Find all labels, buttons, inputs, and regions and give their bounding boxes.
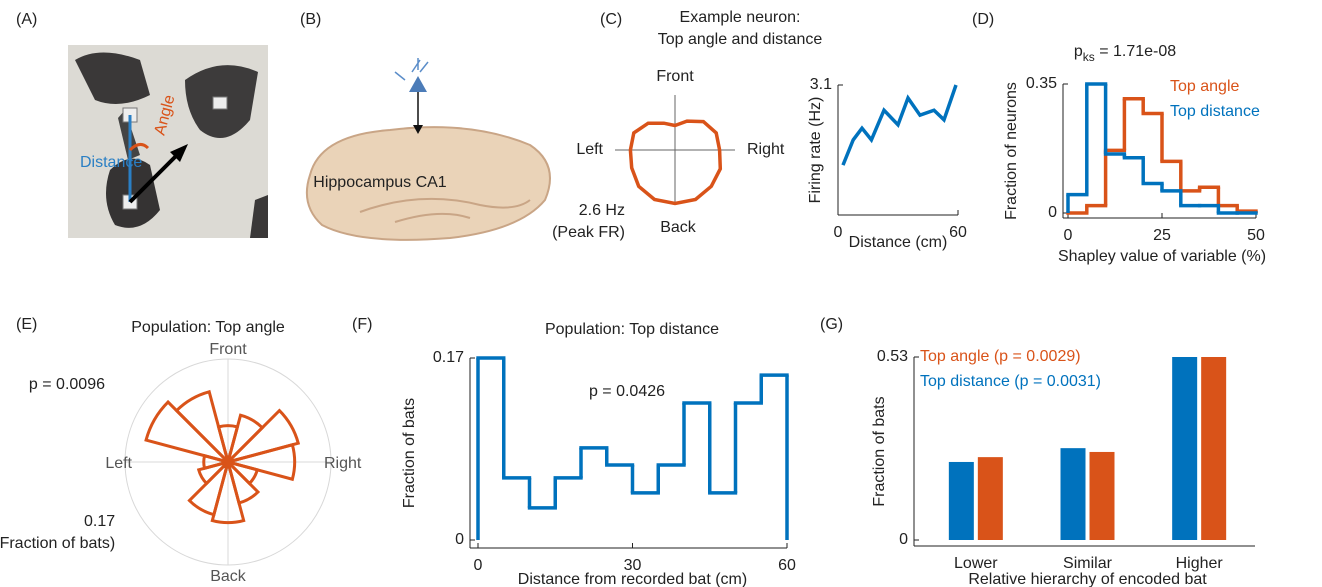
direction-label: Front [656,68,694,85]
bar [1090,452,1115,540]
bar [1201,357,1226,540]
y-tick-label: 0 [899,531,908,548]
bar [949,462,974,540]
x-axis-label: Shapley value of variable (%) [1058,248,1266,265]
y-tick-label: 0 [1048,204,1057,221]
direction-label: Left [576,141,603,158]
x-axis-label: Distance from recorded bat (cm) [518,571,747,587]
panel-label: (D) [972,11,994,28]
title-part: = 1.71e-08 [1095,43,1177,60]
panel-label: (C) [600,11,622,28]
direction-label: Right [324,455,362,472]
bar [978,457,1003,540]
figure: Distance Angle Hippocampus CA1 (A) (B) (C)… [0,0,1322,587]
bar [1061,448,1086,540]
x-axis-label: Relative hierarchy of encoded bat [968,571,1207,587]
title-part: p [1074,43,1083,60]
panel-label: (G) [820,316,843,333]
x-axis-label: Distance (cm) [849,234,948,251]
y-tick-label: 0.35 [1026,75,1057,92]
y-tick-label: 0 [455,531,464,548]
panel-label: (F) [352,316,372,333]
x-tick-label: 0 [1064,227,1073,244]
chart-title: Example neuron: [680,9,801,26]
y-tick-label: 0.53 [877,348,908,365]
legend-entry: Top distance (p = 0.0031) [920,373,1101,390]
panel-label: (A) [16,11,37,28]
dendrites [395,58,428,80]
tag [213,97,227,109]
r-tick-label: 0.17 [84,513,115,530]
chart-title: Top angle and distance [658,31,823,48]
y-tick-label: 3.1 [810,76,832,93]
bar [1172,357,1197,540]
region-label: Hippocampus CA1 [313,174,447,191]
chart-title: pks = 1.71e-08 [1074,43,1176,64]
r-tick-label: 2.6 Hz [579,202,625,219]
title-subscript: ks [1083,50,1095,64]
y-axis-label: Fraction of bats [871,396,888,506]
x-tick-label: Similar [1063,555,1113,572]
y-axis-label: Firing rate (Hz) [807,97,824,204]
r-axis-note: (Fraction of bats) [0,535,115,552]
y-axis-label: Fraction of neurons [1003,82,1020,220]
x-tick-label: 25 [1153,227,1171,244]
x-tick-label: Lower [954,555,998,572]
x-tick-label: 0 [474,557,483,574]
panel-label: (E) [16,316,37,333]
x-tick-label: Higher [1176,555,1224,572]
y-tick-label: 0.17 [433,349,464,366]
neuron [409,76,427,92]
panel-label: (B) [300,11,321,28]
x-tick-label: 60 [778,557,796,574]
chart-title: Population: Top distance [545,321,719,338]
y-axis-label: Fraction of bats [401,398,418,508]
legend-entry: Top angle (p = 0.0029) [920,348,1081,365]
line [843,85,956,165]
photo: Distance Angle [68,45,268,238]
chart-title: Population: Top angle [131,319,285,336]
legend-entry: Top angle [1170,78,1239,95]
distance-label: Distance [80,154,142,171]
legend-entry: Top distance [1170,103,1260,120]
direction-label: Front [209,341,247,358]
hippocampus-illustration: Hippocampus CA1 [307,58,550,240]
x-tick-label: 50 [1247,227,1265,244]
annotation: p = 0.0426 [589,383,665,400]
annotation: p = 0.0096 [29,376,105,393]
direction-label: Left [105,455,132,472]
direction-label: Back [210,568,247,585]
x-tick-label: 0 [834,224,843,241]
x-tick-label: 60 [949,224,967,241]
direction-label: Right [747,141,785,158]
r-axis-note: (Peak FR) [552,224,625,241]
direction-label: Back [660,219,697,236]
